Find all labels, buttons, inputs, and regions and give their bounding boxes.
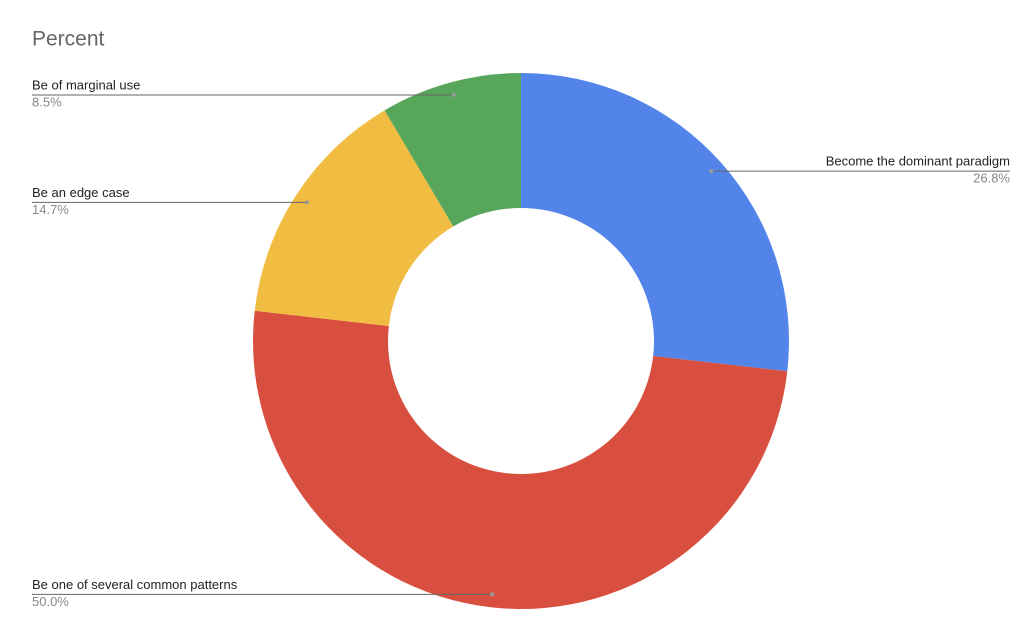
slice-label: Become the dominant paradigm <box>826 154 1010 169</box>
slice-value-label: 14.7% <box>32 202 69 217</box>
leader-dot <box>451 93 456 98</box>
donut-slice <box>253 310 788 609</box>
slice-label: Be an edge case <box>32 185 130 200</box>
slice-value-label: 8.5% <box>32 94 62 109</box>
slice-label: Be one of several common patterns <box>32 577 238 592</box>
slice-label: Be of marginal use <box>32 77 140 92</box>
chart-title: Percent <box>32 28 105 51</box>
donut-slice <box>254 110 454 326</box>
donut-slice <box>384 73 521 227</box>
slice-value-label: 26.8% <box>973 171 1010 186</box>
leader-dot <box>709 169 714 174</box>
slice-value-label: 50.0% <box>32 594 69 609</box>
donut-slice <box>521 73 790 372</box>
leader-dot <box>490 592 495 597</box>
leader-dot <box>304 200 309 205</box>
